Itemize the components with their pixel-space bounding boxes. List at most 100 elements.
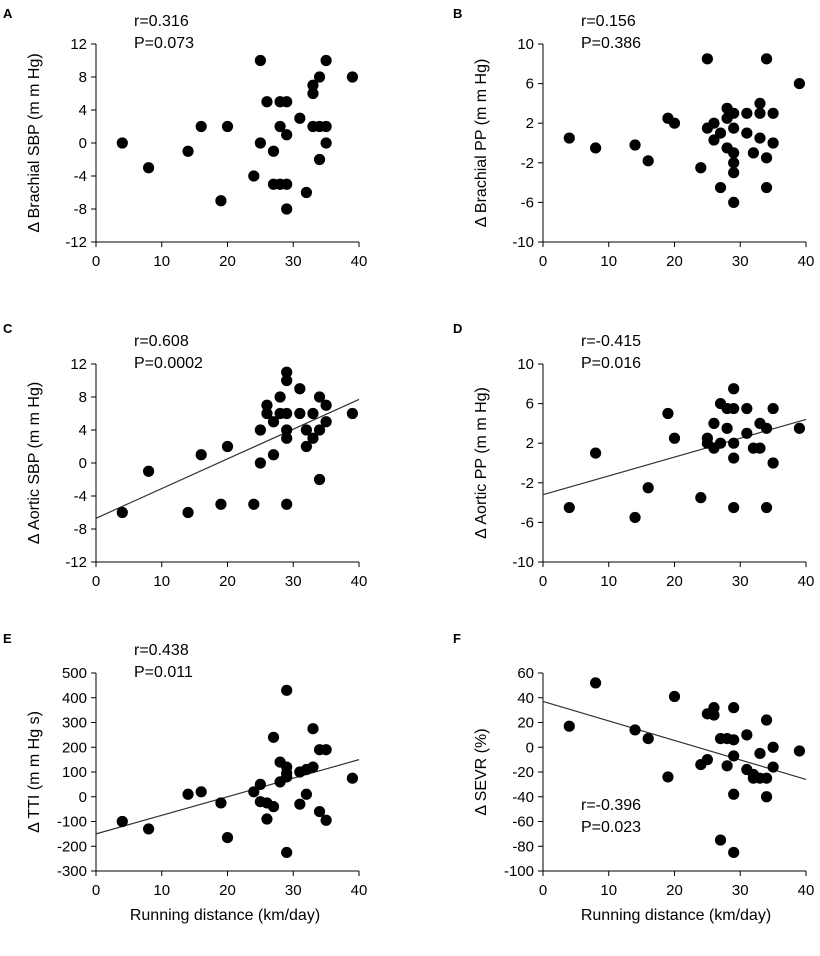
x-tick-label: 30 <box>285 882 302 899</box>
data-point <box>642 482 654 494</box>
x-tick-label: 40 <box>798 882 815 899</box>
regression-line <box>542 418 807 496</box>
data-point <box>728 167 740 179</box>
y-tick-label: -20 <box>512 764 534 781</box>
data-point <box>294 112 306 124</box>
data-point <box>668 117 681 129</box>
data-point <box>313 806 326 818</box>
data-point <box>728 750 740 762</box>
data-point <box>116 506 128 519</box>
p-value: P=0.016 <box>581 355 641 372</box>
data-point <box>221 120 234 133</box>
data-point <box>215 498 227 510</box>
data-point <box>760 53 773 65</box>
p-value: P=0.073 <box>134 35 194 52</box>
data-point <box>267 416 280 428</box>
data-point <box>793 78 806 90</box>
data-point <box>754 97 766 109</box>
data-point <box>662 407 674 420</box>
data-point <box>320 137 332 149</box>
data-point <box>300 440 312 453</box>
x-tick-label: 0 <box>92 253 100 270</box>
data-point <box>741 729 753 741</box>
data-point <box>143 162 155 174</box>
panel-label: A <box>3 6 13 21</box>
data-point <box>346 71 359 83</box>
data-point <box>728 383 740 395</box>
data-point <box>307 432 319 444</box>
data-point <box>281 498 293 510</box>
data-point <box>767 761 779 773</box>
data-point <box>320 120 332 133</box>
x-tick-label: 10 <box>600 573 617 590</box>
y-axis-label: Δ SEVR (%) <box>473 728 490 815</box>
data-point <box>728 147 740 159</box>
regression-line <box>542 700 807 781</box>
data-point <box>182 506 194 519</box>
x-tick-label: 40 <box>351 573 368 590</box>
y-tick-label: 8 <box>79 389 87 406</box>
data-point <box>563 132 575 144</box>
data-point <box>274 391 286 403</box>
data-point <box>760 422 773 434</box>
y-tick-label: -200 <box>57 838 87 855</box>
panel-label: F <box>453 631 461 646</box>
data-point <box>313 473 326 486</box>
data-point <box>307 79 319 91</box>
y-tick-label: 4 <box>79 422 87 439</box>
x-tick-label: 10 <box>153 882 170 899</box>
data-point <box>261 813 273 825</box>
data-point <box>294 383 306 395</box>
y-tick-label: 500 <box>62 665 87 682</box>
p-value: P=0.386 <box>581 35 641 52</box>
y-tick-label: 12 <box>70 356 87 373</box>
y-tick-label: -12 <box>65 554 87 571</box>
data-point <box>754 747 766 760</box>
data-point <box>708 117 720 129</box>
x-tick-label: 20 <box>666 573 683 590</box>
p-value: P=0.023 <box>581 819 641 836</box>
y-tick-label: -10 <box>512 234 534 251</box>
y-tick-label: 6 <box>526 396 534 413</box>
x-tick-label: 40 <box>351 253 368 270</box>
data-point <box>307 723 319 735</box>
y-tick-label: 10 <box>517 36 534 53</box>
data-point <box>281 366 293 378</box>
y-tick-label: 6 <box>526 76 534 93</box>
data-point <box>590 447 602 459</box>
data-point <box>182 788 194 800</box>
x-tick-label: 20 <box>219 882 236 899</box>
data-point <box>221 831 234 844</box>
x-tick-label: 20 <box>219 573 236 590</box>
data-point <box>629 724 641 736</box>
y-tick-label: 0 <box>79 455 87 472</box>
data-point <box>281 424 293 436</box>
data-point <box>760 714 773 726</box>
y-tick-label: 2 <box>526 115 534 132</box>
y-tick-label: 300 <box>62 715 87 732</box>
panel-c: C -12 -8 -4 0 4 8 12 0 10 20 30 40 Δ Aortic SBP (m m … <box>3 321 367 590</box>
data-point <box>741 107 753 119</box>
y-tick-label: -2 <box>521 155 534 172</box>
data-point <box>642 732 654 745</box>
data-point <box>747 147 760 159</box>
data-point <box>767 741 779 753</box>
data-point <box>728 501 740 514</box>
data-point <box>728 107 740 119</box>
panel-label: B <box>453 6 462 21</box>
data-point <box>728 702 740 714</box>
r-value: r=-0.415 <box>581 333 641 350</box>
x-tick-label: 0 <box>539 253 547 270</box>
y-tick-label: 100 <box>62 764 87 781</box>
r-value: r=0.156 <box>581 13 636 30</box>
data-point <box>116 815 128 828</box>
y-tick-label: -6 <box>521 194 534 211</box>
x-tick-label: 40 <box>798 573 815 590</box>
data-point <box>281 374 293 387</box>
data-point <box>182 145 194 157</box>
data-point <box>320 416 332 428</box>
data-point <box>714 834 727 846</box>
y-tick-label: 12 <box>70 36 87 53</box>
